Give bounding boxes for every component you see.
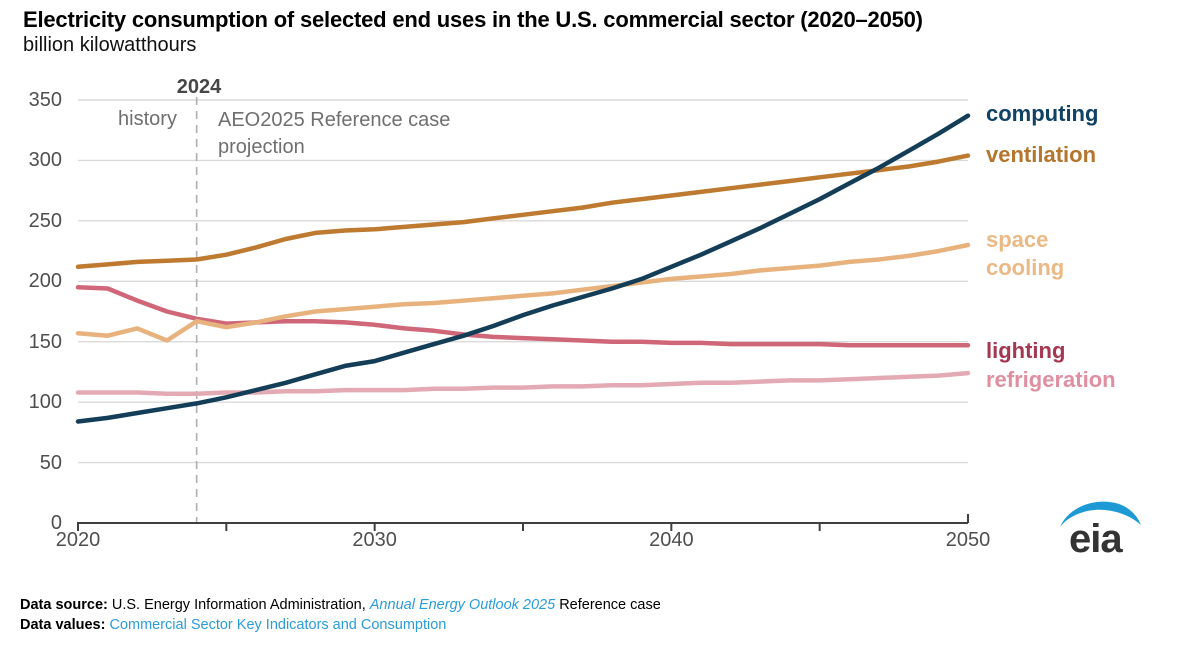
- x-axis-tick-label: 2030: [352, 529, 397, 551]
- legend-label-lighting: lighting: [986, 338, 1066, 363]
- data-values-link[interactable]: Commercial Sector Key Indicators and Con…: [105, 617, 447, 633]
- data-source-link[interactable]: Annual Energy Outlook 2025: [369, 597, 556, 613]
- legend-label-refrigeration: refrigeration: [986, 367, 1116, 392]
- data-values-label: Data values:: [20, 617, 106, 633]
- eia-logo-text: eia: [1069, 517, 1123, 561]
- page-title: Electricity consumption of selected end …: [23, 7, 923, 32]
- page-subtitle: billion kilowatthours: [23, 34, 197, 56]
- projection-case-label: AEO2025 Reference case projection: [218, 109, 451, 158]
- series-line-ventilation: [75, 153, 971, 270]
- eia-logo: eia: [1060, 501, 1141, 561]
- y-axis-tick-label: 0: [50, 512, 62, 534]
- series-line-computing: [75, 113, 971, 424]
- series-line-refrigeration: [75, 370, 971, 396]
- x-axis-tick-label: 2020: [55, 529, 101, 551]
- eia-logo-swoosh-icon: [1060, 501, 1141, 527]
- data-source-label: Data source:: [20, 597, 108, 613]
- history-label: history: [118, 108, 177, 130]
- y-axis-tick-label: 200: [28, 270, 62, 293]
- y-axis-tick-label: 250: [28, 209, 62, 232]
- x-axis-tick-label: 2050: [945, 529, 991, 551]
- legend-label-ventilation: ventilation: [986, 142, 1097, 167]
- legend-label-computing: computing: [986, 101, 1099, 126]
- legend-label-space-cooling: space cooling: [986, 227, 1065, 280]
- projection-year-label: 2024: [176, 76, 222, 98]
- data-source-suffix: Reference case: [555, 597, 661, 613]
- y-axis-tick-label: 100: [28, 391, 62, 414]
- y-axis-tick-label: 150: [28, 330, 62, 353]
- data-source-text: U.S. Energy Information Administration,: [107, 597, 370, 613]
- x-axis-tick-label: 2040: [649, 529, 694, 551]
- data-source-line: Data source: U.S. Energy Information Adm…: [20, 595, 661, 615]
- footer: Data source: U.S. Energy Information Adm…: [20, 595, 661, 635]
- y-axis-tick-label: 300: [28, 149, 62, 172]
- y-axis-tick-label: 350: [28, 89, 62, 111]
- y-axis-tick-label: 50: [39, 451, 62, 474]
- series-line-space-cooling: [75, 242, 971, 343]
- series-line-lighting: [75, 285, 971, 348]
- data-values-line: Data values: Commercial Sector Key Indic…: [20, 615, 661, 635]
